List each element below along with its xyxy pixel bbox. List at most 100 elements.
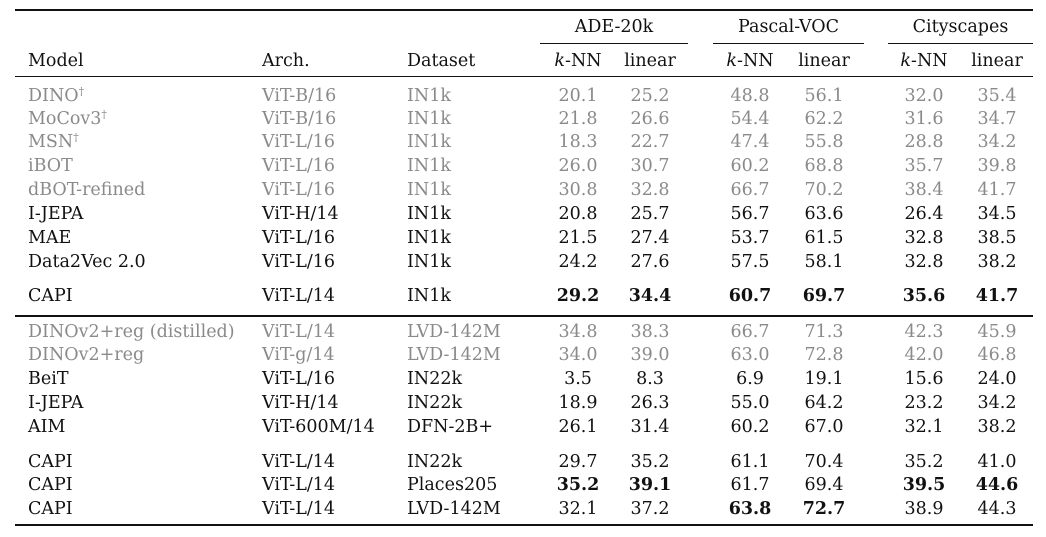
model-cell: CAPI <box>28 475 73 495</box>
col-header-ade-linear: linear <box>624 51 676 71</box>
value-cell: 39.0 <box>630 345 670 365</box>
knn-suffix: -NN <box>911 51 948 71</box>
value-cell: 63.6 <box>804 204 844 224</box>
value-cell: 72.7 <box>802 499 846 519</box>
model-name: iBOT <box>28 156 73 176</box>
value-cell: 57.5 <box>730 252 770 272</box>
model-cell: MAE <box>28 228 71 248</box>
value-cell: 31.4 <box>630 417 670 437</box>
value-cell: 58.1 <box>804 252 844 272</box>
model-name: CAPI <box>28 499 73 519</box>
model-cell: DINOv2+reg (distilled) <box>28 322 235 342</box>
value-cell: 69.7 <box>802 286 846 306</box>
value-cell: 32.8 <box>904 252 944 272</box>
value-cell: 35.2 <box>904 452 944 472</box>
value-cell: 32.8 <box>904 228 944 248</box>
value-cell: 26.3 <box>630 393 670 413</box>
col-header-city-knn: k-NN <box>889 51 959 71</box>
arch-cell: ViT-B/16 <box>262 109 337 129</box>
value-cell: 20.1 <box>558 86 598 106</box>
value-cell: 38.3 <box>630 322 670 342</box>
dataset-cell: IN22k <box>407 452 463 472</box>
value-cell: 56.1 <box>804 86 844 106</box>
arch-cell: ViT-L/16 <box>262 180 336 200</box>
knn-suffix: -NN <box>737 51 774 71</box>
value-cell: 66.7 <box>730 180 770 200</box>
value-cell: 35.7 <box>904 156 944 176</box>
value-cell: 44.6 <box>975 475 1019 495</box>
value-cell: 34.2 <box>977 393 1017 413</box>
value-cell: 35.2 <box>556 475 600 495</box>
value-cell: 45.9 <box>977 322 1017 342</box>
value-cell: 67.0 <box>804 417 844 437</box>
dataset-cell: LVD-142M <box>407 499 501 519</box>
voc-group-rule <box>713 43 864 44</box>
value-cell: 19.1 <box>804 369 844 389</box>
model-name: CAPI <box>28 286 73 306</box>
value-cell: 61.5 <box>804 228 844 248</box>
model-name: DINO <box>28 86 79 106</box>
arch-cell: ViT-600M/14 <box>262 417 375 437</box>
value-cell: 15.6 <box>904 369 944 389</box>
arch-cell: ViT-H/14 <box>262 393 339 413</box>
group-header-voc: Pascal-VOC <box>738 17 839 37</box>
model-name: Data2Vec 2.0 <box>28 252 146 272</box>
arch-cell: ViT-g/14 <box>262 345 335 365</box>
value-cell: 70.4 <box>804 452 844 472</box>
arch-cell: ViT-L/14 <box>262 322 336 342</box>
value-cell: 38.5 <box>977 228 1017 248</box>
value-cell: 21.8 <box>558 109 598 129</box>
col-header-dataset: Dataset <box>407 51 476 71</box>
arch-cell: ViT-L/14 <box>262 499 336 519</box>
value-cell: 34.0 <box>558 345 598 365</box>
value-cell: 29.2 <box>556 286 600 306</box>
dataset-cell: Places205 <box>407 475 498 495</box>
model-cell: iBOT <box>28 156 73 176</box>
value-cell: 42.3 <box>904 322 944 342</box>
value-cell: 41.7 <box>977 180 1017 200</box>
value-cell: 70.2 <box>804 180 844 200</box>
ade-group-rule <box>540 43 688 44</box>
value-cell: 38.9 <box>904 499 944 519</box>
value-cell: 55.8 <box>804 132 844 152</box>
value-cell: 25.7 <box>630 204 670 224</box>
model-cell: CAPI <box>28 286 73 306</box>
col-header-arch: Arch. <box>262 51 310 71</box>
dataset-cell: DFN-2B+ <box>407 417 494 437</box>
model-cell: CAPI <box>28 452 73 472</box>
dataset-cell: IN22k <box>407 393 463 413</box>
model-name: CAPI <box>28 452 73 472</box>
col-header-city-linear: linear <box>971 51 1023 71</box>
value-cell: 61.7 <box>730 475 770 495</box>
value-cell: 38.2 <box>977 417 1017 437</box>
value-cell: 28.8 <box>904 132 944 152</box>
value-cell: 8.3 <box>636 369 664 389</box>
value-cell: 63.8 <box>728 499 772 519</box>
value-cell: 20.8 <box>558 204 598 224</box>
value-cell: 39.5 <box>902 475 946 495</box>
model-name: AIM <box>28 417 66 437</box>
group-header-ade: ADE-20k <box>574 17 654 37</box>
value-cell: 54.4 <box>730 109 770 129</box>
dataset-cell: IN1k <box>407 132 451 152</box>
model-cell: BeiT <box>28 369 69 389</box>
model-cell: Data2Vec 2.0 <box>28 252 146 272</box>
value-cell: 48.8 <box>730 86 770 106</box>
value-cell: 18.3 <box>558 132 598 152</box>
value-cell: 38.4 <box>904 180 944 200</box>
model-name: dBOT-refined <box>28 180 146 200</box>
knn-k: k <box>900 51 912 71</box>
arch-cell: ViT-L/14 <box>262 452 336 472</box>
dataset-cell: LVD-142M <box>407 345 501 365</box>
value-cell: 34.7 <box>977 109 1017 129</box>
value-cell: 71.3 <box>804 322 844 342</box>
value-cell: 53.7 <box>730 228 770 248</box>
bottom-rule <box>15 524 1033 526</box>
dataset-cell: IN1k <box>407 228 451 248</box>
arch-cell: ViT-L/16 <box>262 369 336 389</box>
arch-cell: ViT-L/16 <box>262 252 336 272</box>
value-cell: 27.4 <box>630 228 670 248</box>
city-group-rule <box>888 43 1033 44</box>
dataset-cell: IN1k <box>407 204 451 224</box>
dataset-cell: IN1k <box>407 109 451 129</box>
